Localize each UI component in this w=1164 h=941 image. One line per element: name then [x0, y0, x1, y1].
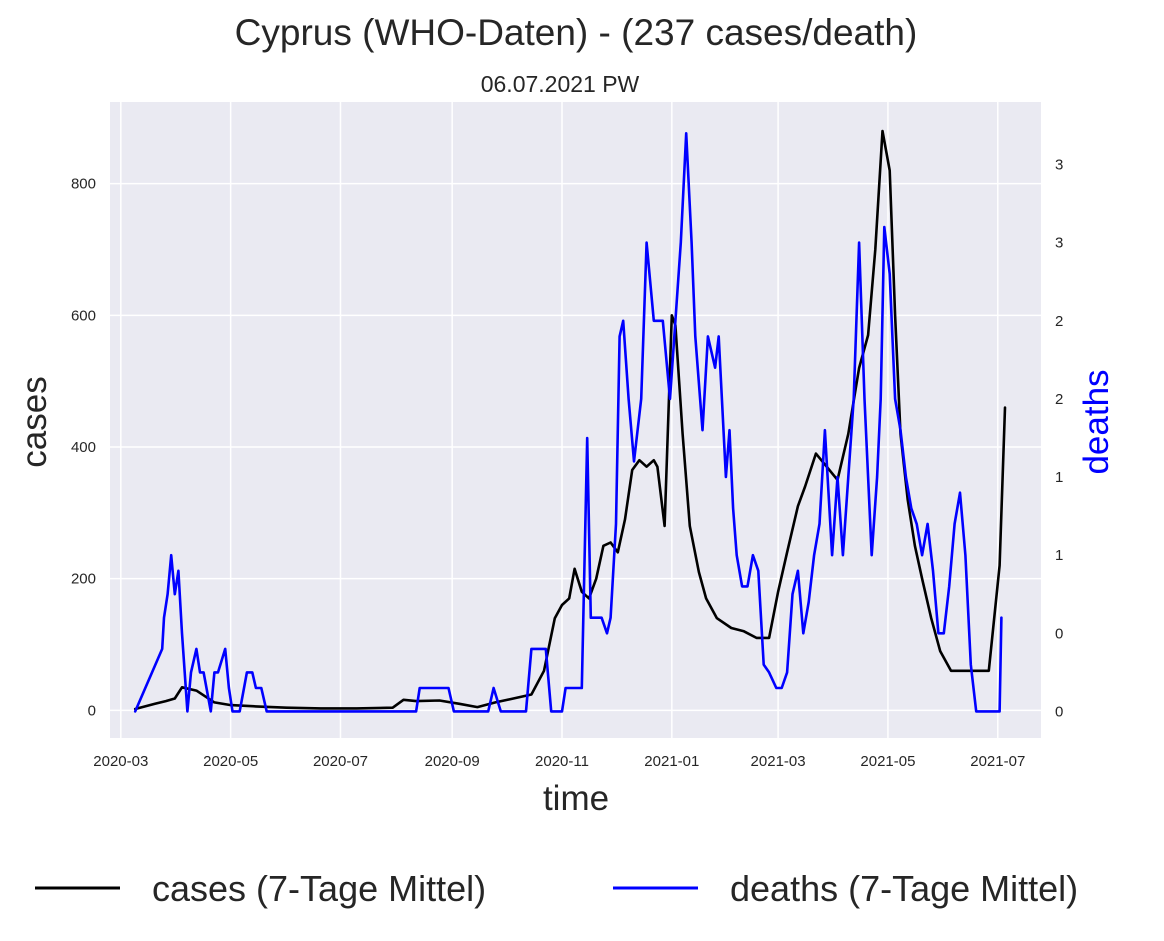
y-tick-label: 200 — [71, 571, 96, 588]
y2-tick-label: 2 — [1055, 313, 1063, 330]
x-tick-label: 2021-07 — [970, 753, 1025, 770]
y2-tick-label: 3 — [1055, 157, 1063, 174]
y-axis-label: cases — [15, 376, 54, 467]
chart-subtitle: 06.07.2021 PW — [481, 71, 640, 97]
legend: cases (7-Tage Mittel) deaths (7-Tage Mitt… — [35, 868, 1078, 909]
x-tick-label: 2020-09 — [425, 753, 480, 770]
legend-label-2: deaths (7-Tage Mittel) — [730, 868, 1078, 909]
x-tick-label: 2020-05 — [203, 753, 258, 770]
grid — [110, 102, 1041, 738]
series-line-1 — [133, 129, 1007, 711]
y-tick-label: 800 — [71, 176, 96, 193]
y-tick-label: 400 — [71, 439, 96, 456]
legend-label-1: cases (7-Tage Mittel) — [152, 868, 486, 909]
x-tick-label: 2021-03 — [751, 753, 806, 770]
series-line-2 — [133, 132, 1003, 713]
y2-tick-label: 2 — [1055, 391, 1063, 408]
plot-area — [110, 102, 1041, 738]
y-tick-label: 0 — [88, 702, 96, 719]
y2-tick-label: 3 — [1055, 235, 1063, 252]
x-tick-label: 2020-11 — [535, 753, 589, 770]
y2-tick-label: 0 — [1055, 625, 1063, 642]
x-tick-label: 2021-01 — [644, 753, 699, 770]
x-tick-label: 2020-07 — [313, 753, 368, 770]
y-tick-label: 600 — [71, 307, 96, 324]
x-axis-label: time — [543, 779, 609, 818]
y2-tick-label: 0 — [1055, 703, 1063, 720]
y2-tick-label: 1 — [1055, 547, 1063, 564]
chart-title: Cyprus (WHO-Daten) - (237 cases/death) — [235, 12, 918, 53]
y2-axis-label: deaths — [1077, 369, 1116, 474]
y2-tick-label: 1 — [1055, 469, 1063, 486]
x-tick-label: 2021-05 — [860, 753, 915, 770]
x-tick-label: 2020-03 — [93, 753, 148, 770]
